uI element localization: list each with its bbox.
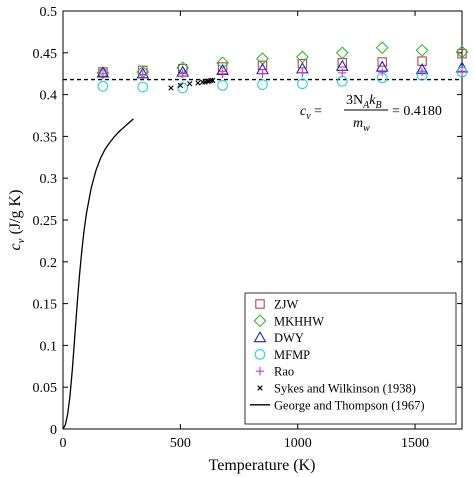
y-tick-label: 0 — [50, 423, 57, 438]
x-tick-label: 1000 — [284, 436, 312, 451]
data-point — [338, 68, 347, 78]
legend-swatch — [254, 349, 266, 360]
formula-denominator: mw — [353, 116, 370, 134]
legend-item-rao: Rao — [255, 365, 294, 379]
data-point — [178, 69, 187, 78]
data-point — [177, 82, 184, 89]
data-point — [168, 85, 174, 91]
data-point — [417, 67, 427, 77]
y-tick-label: 0.1 — [40, 339, 58, 354]
legend-label: MKHHW — [274, 314, 324, 328]
legend-swatch — [257, 385, 263, 391]
data-point — [216, 56, 230, 70]
data-point — [257, 79, 268, 90]
data-point — [208, 77, 214, 84]
data-point — [96, 66, 110, 80]
legend-swatch — [253, 314, 267, 328]
formula-numerator: 3NAkB — [346, 93, 382, 111]
legend-item-sykes-and-wilkinson-1938: Sykes and Wilkinson (1938) — [257, 382, 416, 396]
data-point — [415, 43, 429, 57]
series-sykes-and-wilkinson-1938 — [168, 77, 216, 91]
data-point — [210, 77, 216, 84]
y-tick-label: 0.05 — [33, 381, 58, 396]
y-axis-label-sub: v — [15, 238, 27, 243]
legend-item-george-and-thompson-1967: George and Thompson (1967) — [250, 398, 425, 412]
legend-label: ZJW — [274, 298, 299, 312]
legend-item-zjw: ZJW — [255, 298, 299, 312]
data-point — [297, 78, 308, 90]
data-point — [297, 58, 308, 69]
data-point — [177, 82, 189, 94]
data-point — [138, 70, 147, 79]
data-point — [457, 66, 467, 76]
tick-labels: 0 500 1000 1500 0 0.05 0.1 0.15 0.2 0.25 0.3 0.35 0.… — [33, 5, 430, 451]
svg-text:cv(J/g K): cv (J/g K) — [7, 190, 27, 251]
y-tick-label: 0.5 — [40, 5, 58, 20]
data-point — [98, 69, 108, 78]
series-zjw — [98, 48, 467, 77]
series-george-and-thompson-1967 — [62, 118, 134, 430]
legend-item-mfmp: MFMP — [254, 348, 310, 362]
x-tick-label: 500 — [170, 436, 191, 451]
data-point — [298, 68, 307, 78]
legend-swatch — [255, 367, 265, 376]
x-tick-label: 1500 — [401, 436, 429, 451]
tick-marks — [62, 10, 462, 430]
x-axis-label: Temperature (K) — [209, 457, 316, 474]
legend-label: George and Thompson (1967) — [274, 398, 425, 412]
legend-label: MFMP — [274, 348, 310, 362]
y-tick-label: 0.35 — [33, 130, 58, 145]
legend-label: DWY — [274, 331, 304, 345]
series-dwy — [96, 59, 469, 79]
series-rao — [98, 66, 467, 79]
legend-box — [244, 292, 457, 425]
legend: ZJW MKHHW DWY MFMP Rao Sykes and Wilkinson (1… — [244, 292, 457, 425]
legend-item-dwy: DWY — [253, 331, 304, 345]
data-point — [417, 56, 427, 66]
legend-label: Sykes and Wilkinson (1938) — [274, 382, 416, 396]
series-layer — [62, 41, 469, 430]
y-axis-label-symbol: c — [7, 243, 24, 250]
formula-annotation: cv = 3NAkB mw = 0.4180 — [300, 93, 442, 134]
data-point — [455, 45, 469, 59]
formula-lhs: cv = — [300, 104, 322, 122]
data-point — [217, 80, 228, 91]
legend-label: Rao — [274, 365, 294, 379]
data-point — [335, 46, 349, 60]
data-point — [336, 75, 348, 87]
y-tick-label: 0.45 — [33, 47, 58, 62]
y-axis-label: cv (J/g K) — [7, 190, 27, 251]
x-tick-label: 0 — [60, 436, 67, 451]
data-point — [97, 80, 109, 92]
data-point — [218, 69, 227, 78]
data-point — [137, 81, 149, 93]
data-point — [187, 81, 193, 87]
data-point — [258, 69, 267, 78]
y-tick-label: 0.15 — [33, 298, 58, 313]
data-point — [378, 67, 387, 77]
data-point — [377, 57, 387, 67]
y-tick-label: 0.3 — [40, 172, 58, 187]
data-point — [375, 41, 389, 55]
y-axis-label-unit: (J/g K) — [7, 190, 24, 235]
series-line — [62, 118, 134, 430]
legend-swatch — [253, 331, 267, 343]
series-mkhhw — [96, 41, 469, 80]
legend-swatch — [255, 299, 265, 309]
formula-value: = 0.4180 — [392, 104, 442, 119]
y-tick-label: 0.2 — [40, 256, 58, 271]
legend-item-mkhhw: MKHHW — [253, 314, 324, 328]
data-point — [195, 80, 201, 86]
y-tick-label: 0.4 — [40, 89, 58, 104]
y-tick-label: 0.25 — [33, 214, 58, 229]
